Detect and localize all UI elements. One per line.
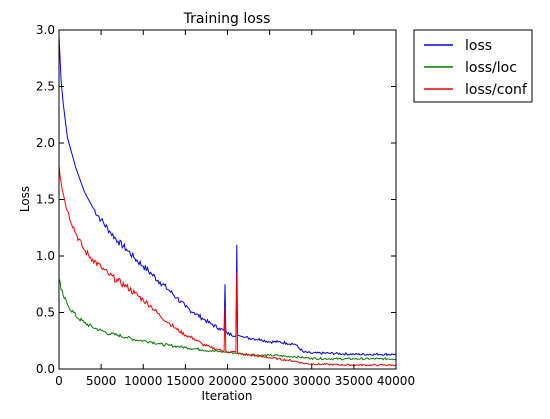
series-line-loss-loc [58, 278, 397, 361]
y-tick-label: 0.5 [36, 306, 55, 320]
x-tick-label: 15000 [166, 374, 204, 388]
x-axis-label: Iteration [202, 389, 253, 403]
x-tick-label: 20000 [208, 374, 246, 388]
x-tick-label: 35000 [335, 374, 373, 388]
series-line-loss [58, 35, 397, 357]
y-tick-label: 1.5 [36, 193, 55, 207]
y-tick-label: 2.5 [36, 80, 55, 94]
plot-area [58, 29, 397, 370]
series-line-loss-conf [58, 165, 397, 367]
x-tick-label: 5000 [86, 374, 117, 388]
y-tick-label: 3.0 [36, 23, 55, 37]
legend-label-loss: loss [465, 38, 492, 54]
legend-label-loss-loc: loss/loc [465, 60, 517, 76]
y-tick-label: 1.0 [36, 249, 55, 263]
plot-frame [58, 29, 397, 370]
legend-box [413, 29, 533, 103]
y-tick-label: 0.0 [36, 362, 55, 376]
x-tick-label: 30000 [293, 374, 331, 388]
x-tick-label: 25000 [251, 374, 289, 388]
x-axis: 0 5000 10000 15000 20000 25000 30000 35000 40000 [55, 30, 415, 388]
y-tick-label: 2.0 [36, 136, 55, 150]
y-axis: 0.0 0.5 1.0 1.5 2.0 2.5 3.0 [36, 23, 396, 376]
legend: loss loss/loc loss/conf [413, 29, 533, 103]
legend-label-loss-conf: loss/conf [465, 82, 528, 98]
x-tick-label: 0 [55, 374, 63, 388]
y-axis-label: Loss [18, 186, 32, 212]
x-tick-label: 40000 [377, 374, 415, 388]
x-tick-label: 10000 [124, 374, 162, 388]
chart-title: Training loss [183, 11, 271, 27]
